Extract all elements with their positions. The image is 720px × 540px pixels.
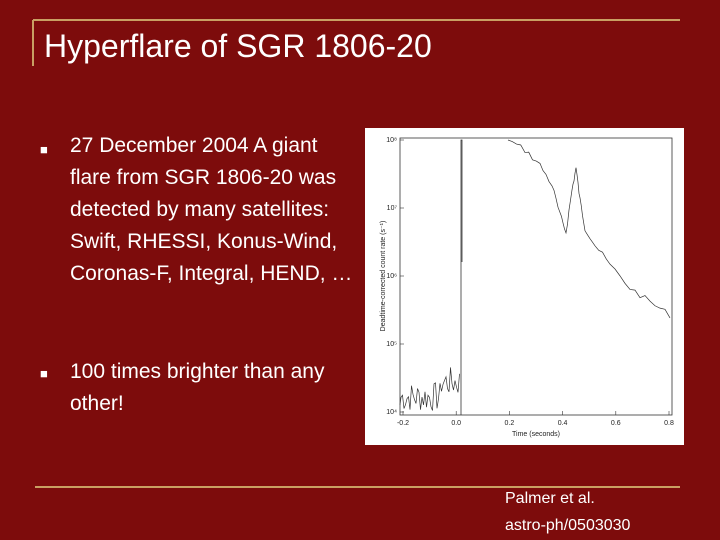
y-tick-label: 10⁶ [386,273,397,280]
citation: astro-ph/0503030 [505,517,631,534]
y-tick-label: 10⁸ [386,137,397,144]
curve-noise [399,367,460,411]
citation: Palmer et al. [505,490,595,507]
slide-title: Hyperflare of SGR 1806-20 [44,28,432,64]
bullet-text: 27 December 2004 A giant flare from SGR … [70,134,353,285]
x-tick-label: 0.8 [664,420,674,427]
y-axis-label: Deadtime-corrected count rate (s⁻¹) [380,221,387,332]
x-tick-label: 0.0 [451,420,461,427]
bullet-mark: ■ [40,142,48,157]
bullet-mark: ■ [40,366,48,381]
y-tick-label: 10⁴ [386,409,397,416]
spike [460,139,463,415]
y-tick-label: 10⁷ [387,205,398,212]
x-axis-label: Time (seconds) [512,431,560,438]
x-tick-label: 0.6 [611,420,621,427]
figure: -0.2 0.0 0.2 0.4 0.6 0.8 10⁴ 10⁵ 10⁶ 10⁷ 10⁸ Time (… [380,137,674,438]
curve-decay [507,139,671,319]
plot-frame [399,137,673,416]
x-tick-label: -0.2 [397,420,409,427]
bullet-text: 100 times brighter than any other! [70,360,325,415]
x-tick-label: 0.2 [505,420,515,427]
y-tick-label: 10⁵ [386,341,397,348]
x-tick-label: 0.4 [558,420,568,427]
figure-bg [365,128,684,445]
